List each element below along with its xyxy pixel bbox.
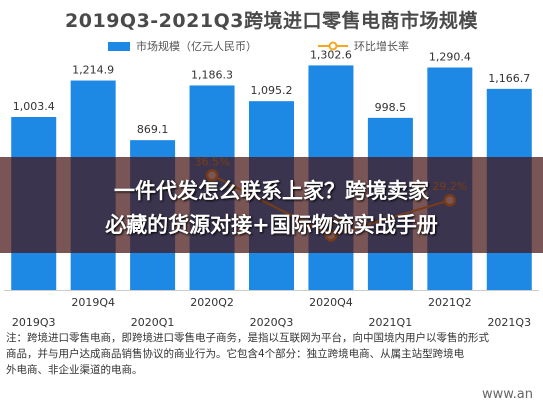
legend-bar-swatch <box>108 41 130 51</box>
legend-item-bar: 市场规模（亿元人民币） <box>108 38 257 54</box>
bar-value-label: 1,095.2 <box>251 84 293 97</box>
bar-value-label: 1,166.7 <box>488 72 530 85</box>
bar-value-label: 1,003.4 <box>13 100 55 113</box>
legend-line-swatch <box>318 41 348 51</box>
legend-bar-label: 市场规模（亿元人民币） <box>136 40 257 53</box>
chart-legend: 市场规模（亿元人民币） 环比增长率 <box>0 38 543 56</box>
footnote-line: 外电商、非企业渠道的电商。 <box>6 364 143 376</box>
bar-value-label: 1,302.6 <box>310 48 352 61</box>
x-tick-label: 2019Q4 <box>71 296 115 309</box>
footnote-line: 商品，并与用户达成商品销售协议的商业行为。它包含4个部分：独立跨境电商、从属主站… <box>6 348 465 360</box>
legend-item-line: 环比增长率 <box>318 38 409 54</box>
x-tick-label: 2021Q3 <box>487 316 531 329</box>
bar-value-label: 1,214.9 <box>72 64 114 77</box>
chart-title: 2019Q3-2021Q3跨境进口零售电商市场规模 <box>65 10 478 32</box>
bar-value-label: 1,290.4 <box>429 51 471 64</box>
chart-footnote: 注：跨境进口零售电商，即跨境进口零售电子商务，是指以互联网为平台，向中国境内用户… <box>6 330 541 378</box>
x-tick-label: 2021Q2 <box>428 296 472 309</box>
legend-line-label: 环比增长率 <box>354 40 409 53</box>
x-tick-label: 2020Q4 <box>309 296 353 309</box>
bar-value-label: 869.1 <box>137 123 169 136</box>
promo-overlay-banner: 一件代发怎么联系上家？跨境卖家 必藏的货源对接+国际物流实战手册 <box>0 157 543 253</box>
bar-value-label: 998.5 <box>375 101 407 114</box>
footnote-line: 注：跨境进口零售电商，即跨境进口零售电子商务，是指以互联网为平台，向中国境内用户… <box>6 332 489 344</box>
overlay-headline-line-1: 一件代发怎么联系上家？跨境卖家 <box>114 179 429 203</box>
x-tick-label: 2020Q2 <box>190 296 234 309</box>
x-tick-label: 2020Q3 <box>250 316 294 329</box>
x-tick-label: 2019Q3 <box>12 316 56 329</box>
x-tick-label: 2021Q1 <box>369 316 413 329</box>
site-watermark: www.an <box>481 387 533 402</box>
bar-value-label: 1,186.3 <box>191 68 233 81</box>
x-tick-label: 2020Q1 <box>131 316 175 329</box>
overlay-headline-line-2: 必藏的货源对接+国际物流实战手册 <box>105 213 438 237</box>
